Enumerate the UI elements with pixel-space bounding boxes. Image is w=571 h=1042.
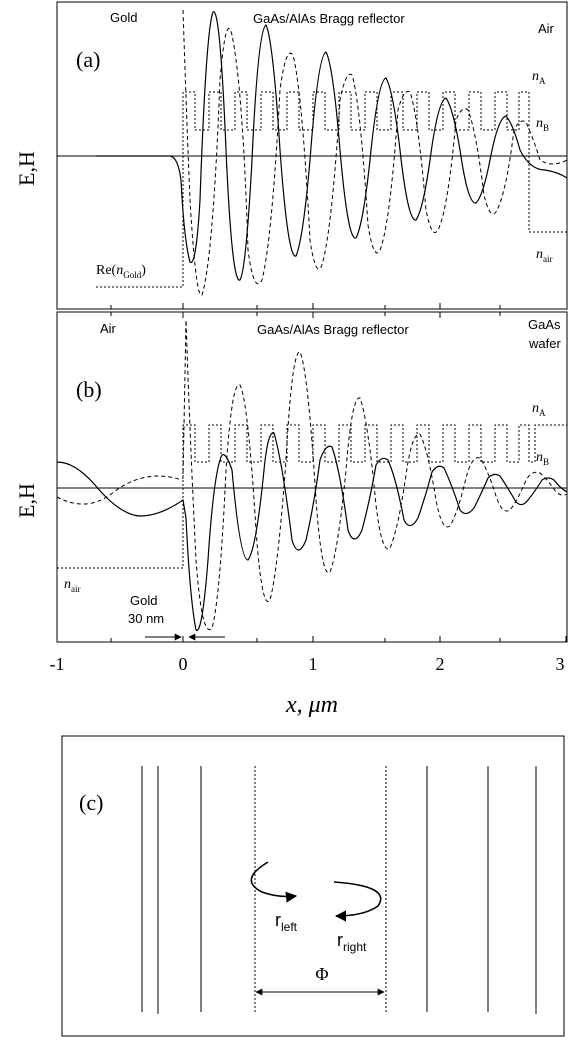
panel-b: Air GaAs/AlAs Bragg reflector GaAs wafer… [14, 311, 568, 643]
panel-b-nair: nair [64, 577, 81, 594]
panel-a-region-left: Gold [110, 10, 137, 25]
r-right-arrow [333, 881, 382, 922]
panel-a-label: (a) [76, 47, 100, 72]
x-axis: -1 0 1 2 3 x, μm [50, 654, 565, 718]
panel-b-region-right-2: wafer [528, 336, 561, 351]
panel-a-index-profile [96, 91, 567, 288]
panel-b-nB: nB [536, 450, 549, 467]
panel-a: Gold GaAs/AlAs Bragg reflector Air (a) n… [14, 1, 568, 310]
x-axis-title: x, μm [285, 692, 338, 718]
panel-c-frame [61, 735, 565, 1037]
panel-b-field-e [56, 432, 568, 631]
panel-a-nair: nair [536, 247, 553, 264]
panel-a-ticks [56, 1, 566, 310]
panel-c: (c) rleft rright Φ [61, 735, 565, 1037]
panel-a-region-mid: GaAs/AlAs Bragg reflector [253, 11, 405, 26]
panel-b-nA: nA [532, 401, 546, 418]
panel-a-ylabel: E,H [14, 151, 39, 186]
r-right-label: rright [337, 930, 367, 954]
panel-b-ylabel: E,H [14, 483, 39, 518]
panel-a-field-h [182, 9, 568, 296]
panel-b-region-right-1: GaAs [528, 317, 561, 332]
panel-b-frame [56, 311, 568, 643]
mirror-layers-right [426, 766, 537, 1014]
panel-a-nA: nA [532, 69, 546, 86]
panel-c-label: (c) [79, 790, 103, 815]
panel-a-nB: nB [536, 116, 549, 133]
mirror-layers-left [141, 766, 202, 1014]
panel-b-ticks [56, 311, 567, 643]
cavity-boundaries [254, 766, 387, 1014]
panel-b-label: (b) [76, 377, 102, 402]
x-tick-label: 3 [556, 654, 565, 674]
r-left-arrow [250, 861, 298, 903]
panel-b-region-left: Air [100, 321, 117, 336]
x-tick-label: 1 [309, 654, 318, 674]
panel-b-gold-label: Gold [130, 593, 157, 608]
x-tick-label: -1 [50, 654, 65, 674]
x-tick-label: 2 [436, 654, 445, 674]
phase-label: Φ [315, 964, 328, 984]
panel-b-gold-thickness: 30 nm [128, 611, 164, 626]
panel-a-field-e [96, 11, 568, 281]
panel-a-ngold: Re(nGold) [96, 263, 146, 280]
x-tick-label: 0 [179, 654, 188, 674]
panel-b-field-h [56, 319, 568, 630]
panel-a-region-right: Air [538, 21, 555, 36]
r-left-label: rleft [275, 910, 298, 934]
panel-b-region-mid: GaAs/AlAs Bragg reflector [257, 322, 409, 337]
